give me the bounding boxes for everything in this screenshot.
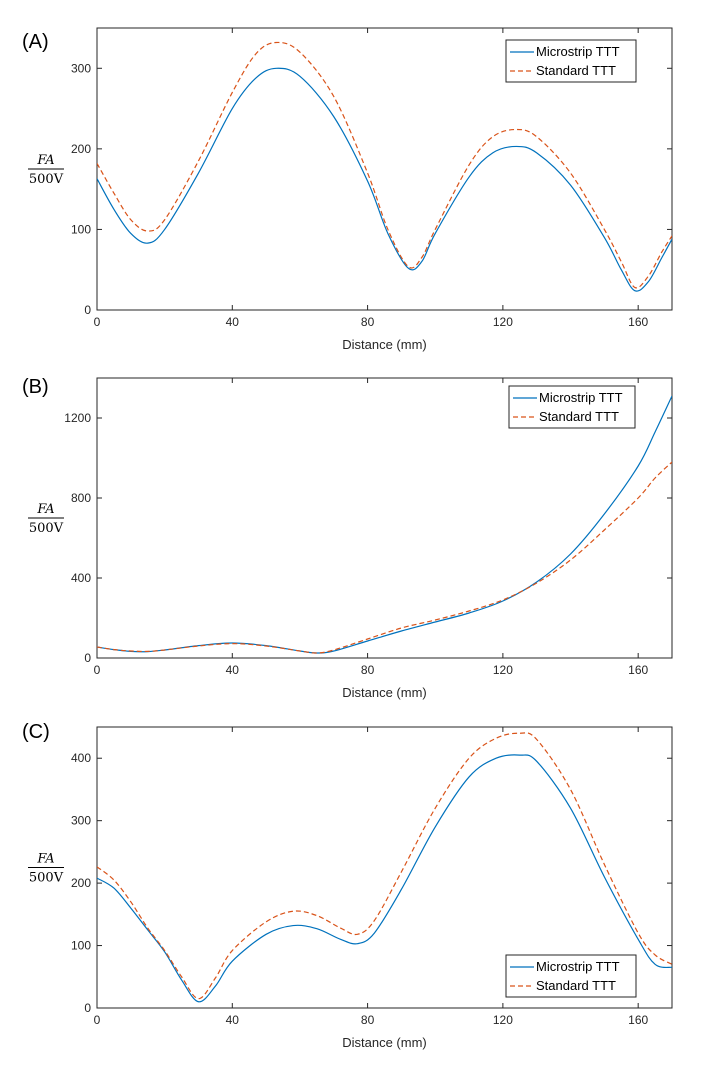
y-axis-label-denominator: 500V (29, 521, 64, 536)
x-tick-label: 120 (493, 663, 513, 677)
series-line-standard (97, 461, 672, 654)
series-line-standard (97, 41, 672, 289)
x-tick-label: 40 (226, 1013, 240, 1027)
y-axis-label: FA 500V (28, 852, 64, 886)
panel-a: (A) 0 40 80 120 160 0 100 200 300 Distance (mm) FA 5… (22, 27, 673, 352)
legend-entry: Microstrip TTT (536, 959, 620, 974)
y-axis-label-denominator: 500V (29, 871, 64, 886)
y-axis-label: FA 500V (28, 502, 64, 536)
legend-entry: Microstrip TTT (539, 390, 623, 405)
plot-frame (96, 377, 673, 659)
x-axis-label: Distance (mm) (342, 685, 427, 700)
y-axis-label-numerator: FA (36, 153, 54, 168)
y-tick-label: 200 (71, 142, 91, 156)
panel-label: (A) (22, 31, 49, 53)
y-axis-label-denominator: 500V (29, 172, 64, 187)
panel-c: (C) 0 40 80 120 160 0 100 200 300 400 Distance (mm)… (22, 721, 673, 1050)
panel-label: (B) (22, 376, 49, 398)
y-tick-label: 300 (71, 814, 91, 828)
y-tick-label: 1200 (64, 411, 91, 425)
y-tick-label: 0 (84, 651, 91, 665)
legend-entry: Standard TTT (536, 63, 616, 78)
legend-entry: Standard TTT (536, 978, 616, 993)
x-tick-label: 120 (493, 315, 513, 329)
legend-entry: Microstrip TTT (536, 44, 620, 59)
y-axis-label-numerator: FA (36, 502, 54, 517)
x-axis-label: Distance (mm) (342, 1035, 427, 1050)
x-tick-label: 80 (361, 315, 375, 329)
x-tick-label: 40 (226, 315, 240, 329)
y-tick-label: 0 (84, 1001, 91, 1015)
legend-entry: Standard TTT (539, 409, 619, 424)
series-line-microstrip (97, 67, 672, 292)
x-tick-label: 40 (226, 663, 240, 677)
x-axis-label: Distance (mm) (342, 337, 427, 352)
y-tick-label: 100 (71, 222, 91, 236)
series-line-microstrip (97, 395, 672, 654)
y-tick-label: 300 (71, 61, 91, 75)
legend: Microstrip TTT Standard TTT (508, 385, 636, 429)
legend-box (505, 954, 637, 998)
x-tick-label: 160 (628, 1013, 648, 1027)
panel-b: (B) 0 40 80 120 160 0 400 800 1200 Distance (mm) FA… (22, 376, 673, 700)
legend: Microstrip TTT Standard TTT (505, 39, 637, 83)
x-tick-label: 80 (361, 663, 375, 677)
legend-box (508, 385, 636, 429)
x-tick-label: 160 (628, 663, 648, 677)
legend: Microstrip TTT Standard TTT (505, 954, 637, 998)
series-line-microstrip (97, 754, 672, 1003)
x-tick-label: 0 (94, 663, 101, 677)
series-line-standard (97, 732, 672, 1000)
x-tick-label: 0 (94, 315, 101, 329)
y-axis-label-numerator: FA (36, 852, 54, 867)
y-tick-label: 0 (84, 303, 91, 317)
y-tick-label: 100 (71, 939, 91, 953)
y-tick-label: 200 (71, 876, 91, 890)
legend-box (505, 39, 637, 83)
x-tick-label: 160 (628, 315, 648, 329)
x-tick-label: 120 (493, 1013, 513, 1027)
y-tick-label: 800 (71, 491, 91, 505)
plot-frame (96, 27, 673, 311)
x-tick-label: 80 (361, 1013, 375, 1027)
y-axis-label: FA 500V (28, 153, 64, 187)
y-tick-label: 400 (71, 751, 91, 765)
y-tick-label: 400 (71, 571, 91, 585)
panel-label: (C) (22, 721, 50, 743)
x-tick-label: 0 (94, 1013, 101, 1027)
